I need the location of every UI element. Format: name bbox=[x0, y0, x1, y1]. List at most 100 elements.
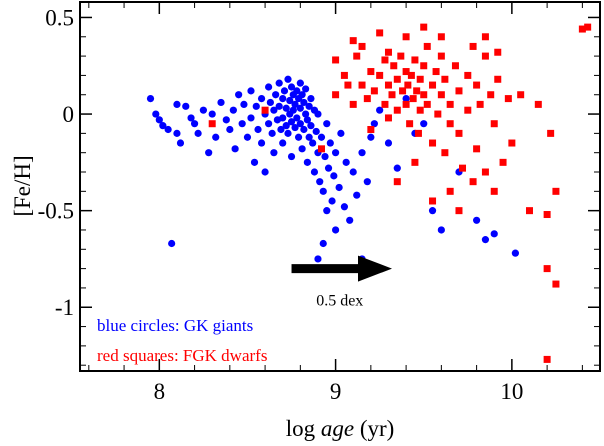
series-gk-giants bbox=[146, 75, 519, 263]
x-axis-title: log age (yr) bbox=[286, 416, 395, 441]
data-point-giant bbox=[302, 85, 310, 93]
data-point-dwarf bbox=[494, 75, 502, 83]
data-point-giant bbox=[275, 79, 283, 87]
x-axis-ticks: 8 9 10 bbox=[88, 2, 583, 404]
data-point-giant bbox=[346, 216, 354, 224]
data-point-dwarf bbox=[393, 106, 401, 114]
data-point-giant bbox=[247, 87, 255, 95]
data-point-giant bbox=[168, 239, 176, 248]
data-point-giant bbox=[270, 149, 278, 157]
data-point-giant bbox=[353, 191, 361, 199]
data-point-dwarf bbox=[420, 91, 428, 99]
data-point-dwarf bbox=[402, 100, 410, 108]
data-point-giant bbox=[261, 168, 269, 176]
arrow-label: 0.5 dex bbox=[316, 293, 363, 310]
data-point-giant bbox=[268, 129, 276, 137]
data-point-dwarf bbox=[420, 62, 428, 70]
data-point-dwarf bbox=[358, 42, 366, 50]
data-point-dwarf bbox=[411, 158, 419, 166]
data-point-giant bbox=[402, 94, 410, 103]
data-point-dwarf bbox=[261, 106, 269, 114]
data-point-dwarf bbox=[446, 187, 454, 195]
data-point-dwarf bbox=[344, 81, 352, 89]
data-point-giant bbox=[287, 152, 296, 161]
legend-red-entry: red squares: FGK dwarfs bbox=[97, 346, 267, 365]
y-axis-title: [Fe/H] bbox=[10, 155, 35, 216]
data-point-giant bbox=[235, 91, 243, 99]
data-point-giant bbox=[280, 87, 289, 95]
data-point-giant bbox=[296, 104, 304, 112]
data-point-giant bbox=[321, 152, 329, 161]
data-point-giant bbox=[226, 125, 234, 134]
data-point-giant bbox=[254, 125, 262, 134]
data-point-dwarf bbox=[404, 81, 412, 89]
data-point-giant bbox=[266, 98, 274, 107]
data-point-giant bbox=[222, 116, 230, 124]
annotation-group: 0.5 dex bbox=[291, 255, 392, 310]
data-point-giant bbox=[314, 255, 322, 263]
data-point-dwarf bbox=[508, 139, 516, 147]
data-point-giant bbox=[310, 168, 319, 176]
data-point-dwarf bbox=[432, 68, 440, 76]
data-point-giant bbox=[293, 87, 301, 95]
data-point-dwarf bbox=[367, 68, 375, 76]
data-point-giant bbox=[146, 94, 155, 103]
data-point-giant bbox=[159, 122, 167, 130]
data-point-giant bbox=[164, 125, 172, 134]
data-point-dwarf bbox=[473, 81, 481, 89]
data-point-giant bbox=[284, 75, 292, 83]
data-point-giant bbox=[303, 116, 311, 124]
data-point-giant bbox=[173, 100, 181, 108]
data-point-giant bbox=[229, 106, 237, 114]
data-point-dwarf bbox=[407, 71, 415, 79]
data-point-giant bbox=[420, 120, 428, 128]
data-point-dwarf bbox=[367, 126, 375, 134]
data-point-dwarf bbox=[376, 71, 384, 79]
data-point-giant bbox=[187, 114, 195, 122]
data-point-dwarf bbox=[384, 114, 392, 122]
data-point-giant bbox=[277, 125, 285, 134]
data-point-dwarf bbox=[358, 81, 366, 89]
data-point-dwarf bbox=[317, 145, 325, 153]
data-point-giant bbox=[257, 139, 266, 147]
data-point-dwarf bbox=[414, 129, 422, 137]
data-point-dwarf bbox=[363, 95, 371, 103]
arrow-head bbox=[358, 255, 392, 282]
data-point-giant bbox=[238, 120, 246, 128]
data-point-dwarf bbox=[490, 187, 498, 195]
x-tick-label: 10 bbox=[500, 379, 523, 404]
data-point-dwarf bbox=[543, 355, 551, 363]
data-point-dwarf bbox=[434, 110, 442, 118]
data-point-giant bbox=[293, 114, 301, 122]
data-point-dwarf bbox=[455, 207, 463, 215]
data-point-giant bbox=[367, 133, 375, 141]
data-point-giant bbox=[330, 172, 338, 180]
data-point-giant bbox=[279, 114, 287, 122]
data-point-dwarf bbox=[370, 87, 378, 95]
data-point-dwarf bbox=[473, 145, 481, 153]
data-point-dwarf bbox=[481, 33, 489, 41]
data-point-giant bbox=[328, 197, 336, 205]
data-point-dwarf bbox=[469, 178, 477, 186]
data-point-giant bbox=[205, 149, 213, 157]
data-point-giant bbox=[305, 102, 313, 110]
data-point-giant bbox=[326, 139, 334, 147]
data-point-dwarf bbox=[451, 62, 459, 70]
data-point-giant bbox=[319, 239, 327, 248]
data-point-giant bbox=[265, 83, 273, 91]
data-point-giant bbox=[314, 110, 322, 118]
data-point-dwarf bbox=[423, 42, 431, 50]
data-point-giant bbox=[199, 106, 207, 114]
data-point-giant bbox=[250, 158, 259, 166]
data-point-dwarf bbox=[381, 100, 389, 108]
x-axis-title-suffix: (yr) bbox=[354, 416, 394, 441]
data-point-dwarf bbox=[446, 120, 454, 128]
y-tick-label: -1 bbox=[55, 295, 74, 320]
data-point-dwarf bbox=[390, 62, 398, 70]
data-point-dwarf bbox=[547, 129, 555, 137]
data-point-giant bbox=[252, 102, 260, 110]
data-point-dwarf bbox=[409, 95, 417, 103]
data-point-giant bbox=[298, 145, 306, 153]
data-point-dwarf bbox=[340, 71, 348, 79]
